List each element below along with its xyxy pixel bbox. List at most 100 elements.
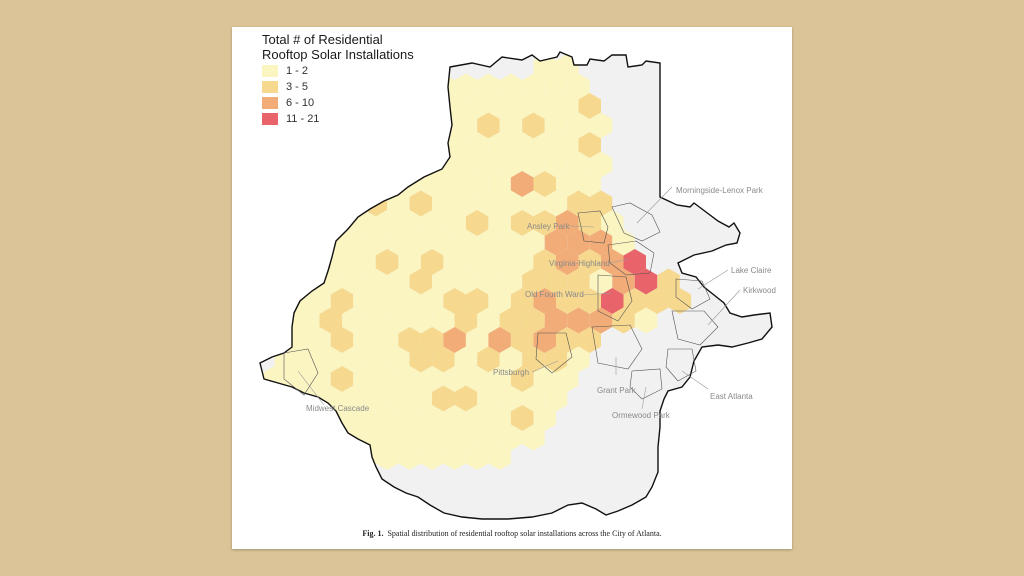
label-old-fourth-ward: Old Fourth Ward	[525, 290, 584, 299]
hex-cell	[634, 268, 658, 295]
hex-cell	[353, 249, 376, 275]
hex-cell	[342, 385, 365, 412]
hex-cell	[623, 249, 646, 275]
hex-cell	[477, 346, 500, 373]
hex-cell	[499, 73, 523, 100]
hex-cell	[657, 268, 680, 295]
hex-cell	[556, 210, 579, 236]
hex-cell	[477, 268, 500, 295]
hex-cell	[510, 249, 534, 275]
hex-cell	[522, 268, 545, 295]
hex-cell	[387, 229, 410, 256]
label-lake-claire: Lake Claire	[731, 266, 772, 275]
legend: 1 - 2 3 - 5 6 - 10 11 - 21	[262, 63, 319, 127]
hex-cell	[409, 268, 433, 295]
hex-cell	[375, 249, 399, 275]
hex-cell	[465, 444, 489, 470]
hex-cell	[465, 132, 489, 158]
hex-cell	[556, 93, 579, 119]
hex-cell	[353, 405, 376, 431]
hex-cell	[477, 424, 500, 451]
hex-cell	[454, 385, 478, 412]
hex-cell	[465, 366, 489, 392]
hex-cell	[567, 190, 590, 217]
leader-kirkwood	[707, 289, 741, 326]
hex-cell	[443, 405, 466, 431]
hex-cell	[522, 385, 545, 412]
hex-cell	[601, 249, 624, 275]
hex-cell	[623, 288, 646, 314]
hex-cell	[319, 346, 343, 373]
hex-cell	[533, 93, 556, 119]
hex-cell	[488, 444, 511, 470]
hex-cell	[556, 171, 579, 197]
hex-cell	[398, 288, 421, 314]
hex-cell	[567, 268, 590, 295]
hex-cell	[375, 405, 399, 431]
hex-cell	[499, 112, 523, 139]
hex-cell	[533, 366, 556, 392]
hex-cell	[499, 307, 523, 334]
hex-cell	[533, 249, 556, 275]
hex-cell	[398, 444, 421, 470]
legend-label-2: 3 - 5	[286, 81, 309, 93]
hex-cell	[409, 424, 433, 451]
hex-cell	[488, 288, 511, 314]
legend-label-4: 11 - 21	[286, 113, 320, 125]
hex-cell	[601, 288, 624, 314]
hex-cell	[499, 229, 523, 256]
hex-cell	[578, 210, 601, 236]
legend-swatch-3	[262, 97, 278, 109]
hex-cell	[556, 366, 579, 392]
hex-cell	[398, 405, 421, 431]
hex-cell	[544, 385, 568, 412]
hex-cell	[465, 93, 489, 119]
hex-cell	[477, 151, 500, 178]
label-ansley-park: Ansley Park	[527, 222, 571, 231]
hex-cell	[364, 229, 388, 256]
boundary-ansley	[577, 210, 609, 244]
hex-cell	[477, 190, 500, 217]
hex-cell	[342, 307, 365, 334]
legend-row-4: 11 - 21	[262, 111, 319, 127]
hex-cell	[544, 346, 568, 373]
label-ormewood-park: Ormewood Park	[612, 411, 671, 420]
hex-cell	[567, 307, 590, 334]
hex-cell	[668, 288, 692, 314]
hex-cell	[330, 327, 354, 353]
hex-cell	[578, 171, 601, 197]
legend-swatch-2	[262, 81, 278, 93]
hex-cell	[364, 268, 388, 295]
hex-cell	[454, 346, 478, 373]
hex-cell	[420, 405, 444, 431]
hex-cell	[432, 190, 455, 217]
hex-cell	[330, 366, 354, 392]
boundary-grant-park	[591, 324, 643, 370]
hex-cell	[567, 346, 590, 373]
legend-row-2: 3 - 5	[262, 79, 319, 95]
hex-cell	[454, 190, 478, 217]
hex-cell	[375, 210, 399, 236]
hex-cell	[330, 249, 354, 275]
legend-swatch-4	[262, 113, 278, 125]
hex-cell	[387, 346, 410, 373]
hex-cell	[342, 346, 365, 373]
hex-cell	[544, 190, 568, 217]
hex-cell	[567, 73, 590, 100]
legend-label-3: 6 - 10	[286, 97, 315, 109]
hex-cell	[499, 268, 523, 295]
hex-cell	[465, 288, 489, 314]
hex-cell	[387, 307, 410, 334]
hex-cell	[454, 151, 478, 178]
hex-cell	[409, 385, 433, 412]
hex-cell	[499, 346, 523, 373]
hex-cell	[420, 210, 444, 236]
hex-cell	[432, 229, 455, 256]
hex-cell	[420, 327, 444, 353]
figure-caption: Fig. 1. Spatial distribution of residenti…	[232, 529, 792, 538]
leader-lake-claire	[697, 269, 729, 290]
hex-cell	[499, 424, 523, 451]
boundary-morningside	[611, 202, 661, 242]
hex-cell	[465, 405, 489, 431]
hex-cell	[308, 327, 331, 353]
